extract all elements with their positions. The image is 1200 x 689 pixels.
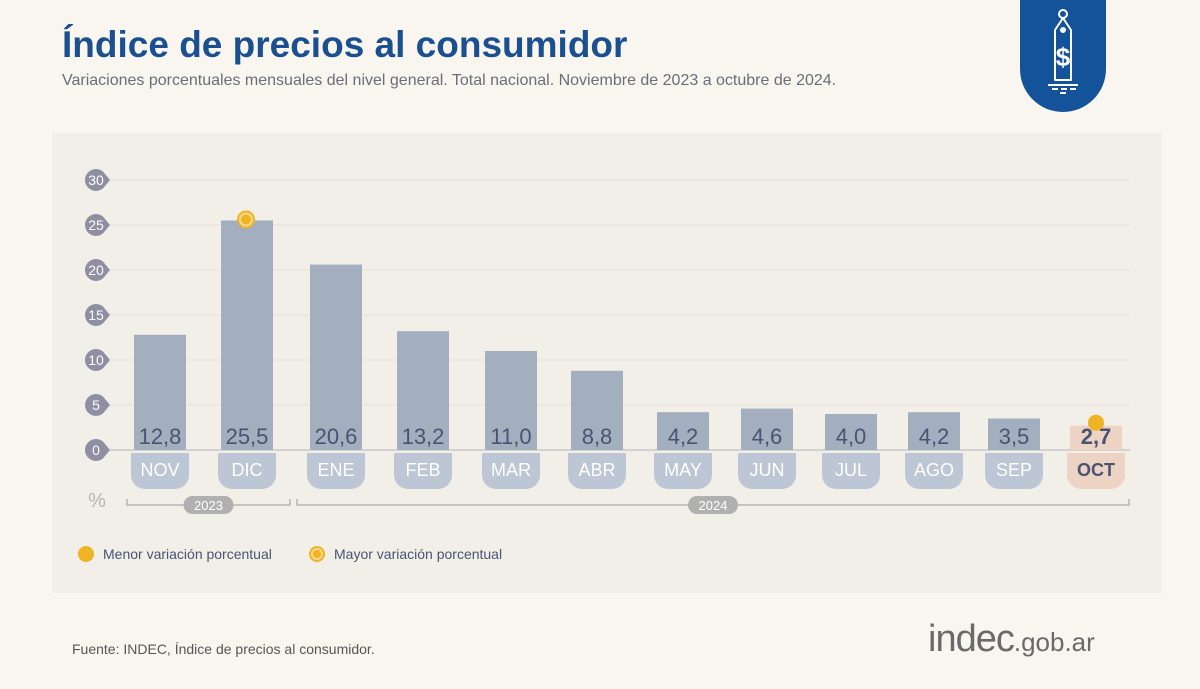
y-tick-label: 5 — [92, 397, 100, 413]
bar-feb — [397, 331, 449, 450]
month-label: SEP — [996, 460, 1032, 480]
price-tag-dollar-icon: $ — [1020, 0, 1106, 112]
y-tick-bubble — [85, 169, 110, 191]
y-tick-bubble — [85, 304, 110, 326]
month-label: FEB — [405, 460, 440, 480]
value-label: 25,5 — [226, 424, 269, 449]
month-pill — [738, 453, 796, 489]
month-label: MAR — [491, 460, 531, 480]
month-label: MAY — [664, 460, 702, 480]
month-pill — [218, 453, 276, 489]
month-pill — [568, 453, 626, 489]
legend-label: Mayor variación porcentual — [334, 546, 502, 562]
month-label: JUL — [835, 460, 867, 480]
y-tick-bubble — [85, 214, 110, 236]
value-label: 4,2 — [919, 424, 950, 449]
chart-panel: 0 5 10 15 20 25 30% 12,8 NOV 25,5 DIC 20,6 ENE 13,2 FE… — [52, 133, 1162, 593]
value-label: 11,0 — [490, 424, 531, 449]
year-pill — [183, 496, 234, 514]
value-label: 8,8 — [582, 424, 613, 449]
value-label: 4,6 — [752, 424, 783, 449]
year-label: 2024 — [699, 498, 728, 513]
indec-logo[interactable]: indec.gob.ar — [928, 618, 1095, 661]
logo-suffix: .gob.ar — [1013, 627, 1095, 657]
value-label: 20,6 — [315, 424, 358, 449]
month-label: NOV — [140, 460, 179, 480]
month-label: DIC — [232, 460, 263, 480]
month-label: AGO — [914, 460, 954, 480]
bar-may — [657, 412, 709, 450]
page-subtitle: Variaciones porcentuales mensuales del n… — [62, 72, 837, 89]
value-label: 3,5 — [999, 424, 1030, 449]
min-marker — [1088, 414, 1104, 431]
bar-ene — [310, 264, 362, 450]
month-label: ENE — [317, 460, 354, 480]
month-pill — [131, 453, 189, 489]
month-pill — [1067, 453, 1125, 489]
legend-marker — [78, 546, 94, 562]
month-pill — [822, 453, 880, 489]
logo-main: indec — [928, 618, 1015, 660]
bar-abr — [571, 370, 623, 450]
year-label: 2023 — [194, 498, 223, 513]
month-pill — [394, 453, 452, 489]
page-title: Índice de precios al consumidor — [62, 24, 628, 65]
month-pill — [654, 453, 712, 489]
month-label: ABR — [578, 460, 615, 480]
bar-sep — [988, 418, 1040, 450]
y-tick-bubble — [85, 394, 110, 416]
y-tick-label: 20 — [88, 262, 104, 278]
y-tick-label: 10 — [88, 352, 104, 368]
y-axis-unit: % — [88, 490, 106, 512]
month-pill — [307, 453, 365, 489]
y-tick-label: 30 — [88, 172, 104, 188]
month-label: JUN — [750, 460, 785, 480]
y-tick-label: 25 — [88, 217, 104, 233]
year-pill — [688, 496, 738, 514]
legend-label: Menor variación porcentual — [103, 546, 272, 562]
bar-chart: 0 5 10 15 20 25 30% 12,8 NOV 25,5 DIC 20,6 ENE 13,2 FE… — [78, 169, 1130, 562]
legend-marker-ring — [311, 548, 323, 560]
y-tick-bubble — [85, 259, 110, 281]
month-pill — [482, 453, 540, 489]
month-pill — [905, 453, 963, 489]
bar-jun — [741, 408, 793, 450]
y-tick-bubble — [85, 439, 110, 461]
svg-text:$: $ — [1056, 42, 1071, 72]
y-tick-label: 0 — [92, 442, 100, 458]
bar-nov — [134, 334, 186, 450]
value-label: 12,8 — [139, 424, 182, 449]
max-marker-ring — [239, 212, 253, 227]
source-note: Fuente: INDEC, Índice de precios al cons… — [72, 641, 375, 657]
y-tick-bubble — [85, 349, 110, 371]
bar-dic — [221, 220, 273, 450]
value-label: 4,0 — [836, 424, 867, 449]
bar-jul — [825, 414, 877, 450]
bar-mar — [485, 351, 537, 450]
bar-ago — [908, 412, 960, 450]
month-pill — [985, 453, 1043, 489]
value-label: 13,2 — [402, 424, 445, 449]
value-label: 4,2 — [668, 424, 699, 449]
month-label: OCT — [1077, 460, 1115, 480]
y-tick-label: 15 — [88, 307, 104, 323]
